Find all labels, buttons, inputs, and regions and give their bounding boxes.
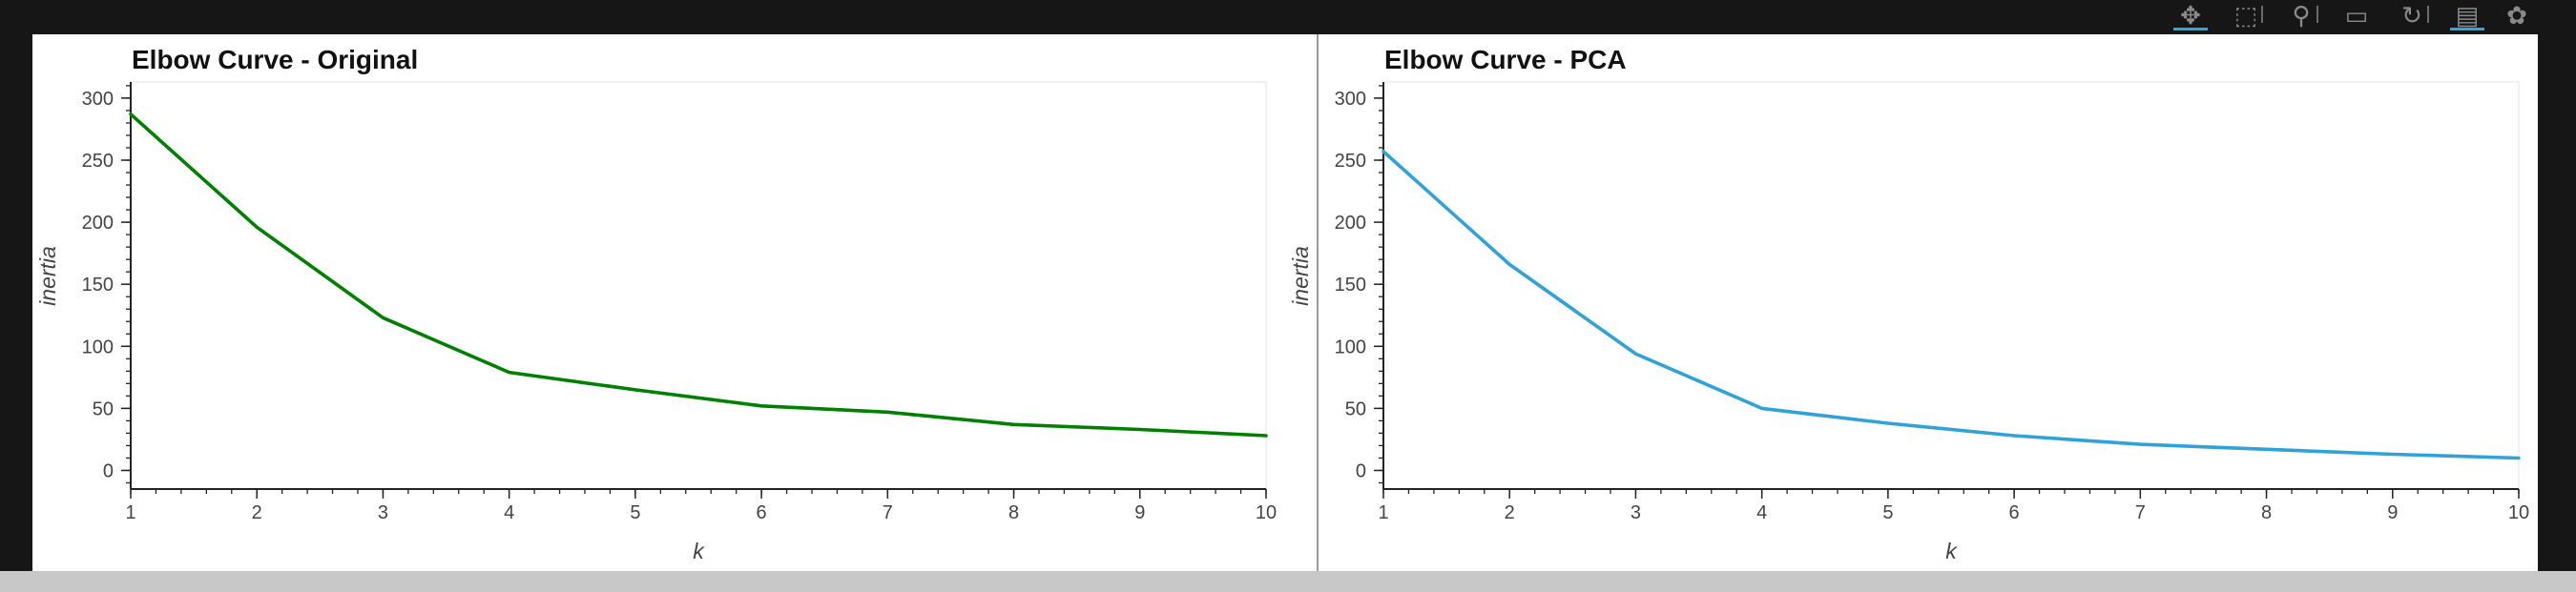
x-tick-label: 7 (883, 502, 893, 523)
toolbar-separator (2261, 6, 2263, 23)
panel-divider (1317, 34, 1319, 571)
x-tick-label: 3 (1631, 502, 1641, 523)
x-axis-label: k (1945, 539, 1958, 563)
box-zoom-tool-icon[interactable]: ⬚ (2233, 1, 2258, 30)
toolbar-separator (2316, 6, 2318, 23)
horizontal-scrollbar[interactable] (0, 571, 2576, 592)
x-tick-label: 8 (2261, 502, 2272, 523)
x-tick-label: 10 (2508, 502, 2529, 523)
figure-area: Elbow Curve - Original 0 50 100 150 200 250 300… (32, 34, 2538, 571)
y-tick-label: 50 (1345, 398, 1366, 419)
toolbar-separator (2427, 6, 2429, 23)
x-tick-label: 9 (2387, 502, 2398, 523)
y-tick-label: 150 (82, 275, 114, 296)
y-tick-label: 50 (93, 398, 114, 419)
save-tool-icon[interactable]: ▭ (2344, 1, 2369, 30)
y-tick-label: 300 (1335, 89, 1366, 110)
x-tick-label: 4 (1756, 502, 1767, 523)
x-tick-label: 6 (2009, 502, 2020, 523)
chart-panel-2: Elbow Curve - PCA 0 50 100 150 200 250 300 1 2 3 4 5… (1288, 45, 2529, 563)
y-tick-label: 150 (1335, 275, 1366, 296)
hover-tool-icon[interactable]: ▤ (2448, 0, 2486, 31)
x-tick-label: 10 (1256, 502, 1277, 523)
x-tick-label: 6 (757, 502, 767, 523)
wheel-zoom-tool-icon[interactable]: ⚲ (2292, 1, 2311, 30)
x-tick-label: 2 (252, 502, 262, 523)
x-tick-label: 5 (630, 502, 640, 523)
y-tick-label: 250 (1335, 151, 1366, 172)
pan-tool-icon[interactable]: ✥ (2171, 0, 2210, 31)
y-axis-label: inertia (35, 246, 60, 306)
y-tick-label: 100 (1335, 337, 1366, 357)
chart-title: Elbow Curve - Original (132, 45, 418, 74)
chart-title: Elbow Curve - PCA (1384, 45, 1627, 74)
y-tick-label: 200 (82, 213, 114, 234)
y-tick-label: 100 (82, 337, 114, 357)
x-tick-label: 1 (125, 502, 135, 523)
x-tick-label: 9 (1134, 502, 1145, 523)
chart-panel-1: Elbow Curve - Original 0 50 100 150 200 250 300… (35, 45, 1277, 563)
x-tick-label: 8 (1008, 502, 1019, 523)
bokeh-logo-icon[interactable]: ✿ (2506, 1, 2527, 30)
y-tick-label: 0 (1356, 460, 1366, 481)
x-tick-label: 2 (1505, 502, 1515, 523)
x-axis-label: k (693, 539, 705, 563)
y-tick-label: 200 (1335, 213, 1366, 234)
x-tick-label: 7 (2135, 502, 2146, 523)
x-tick-label: 3 (378, 502, 388, 523)
x-tick-label: 4 (504, 502, 514, 523)
y-tick-label: 0 (103, 460, 114, 481)
x-tick-label: 5 (1882, 502, 1893, 523)
reset-tool-icon[interactable]: ↻ (2401, 1, 2422, 30)
y-tick-label: 250 (82, 151, 114, 172)
y-axis-label: inertia (1288, 246, 1313, 306)
series-line (129, 112, 1268, 438)
x-tick-label: 1 (1378, 502, 1388, 523)
elbow-charts: Elbow Curve - Original050100150200250300… (35, 45, 2529, 563)
series-line (1381, 150, 2521, 460)
y-tick-label: 300 (82, 89, 114, 110)
plot-toolbar: ✥ ⬚ ⚲ ▭ ↻ ▤ ✿ (0, 0, 2576, 34)
